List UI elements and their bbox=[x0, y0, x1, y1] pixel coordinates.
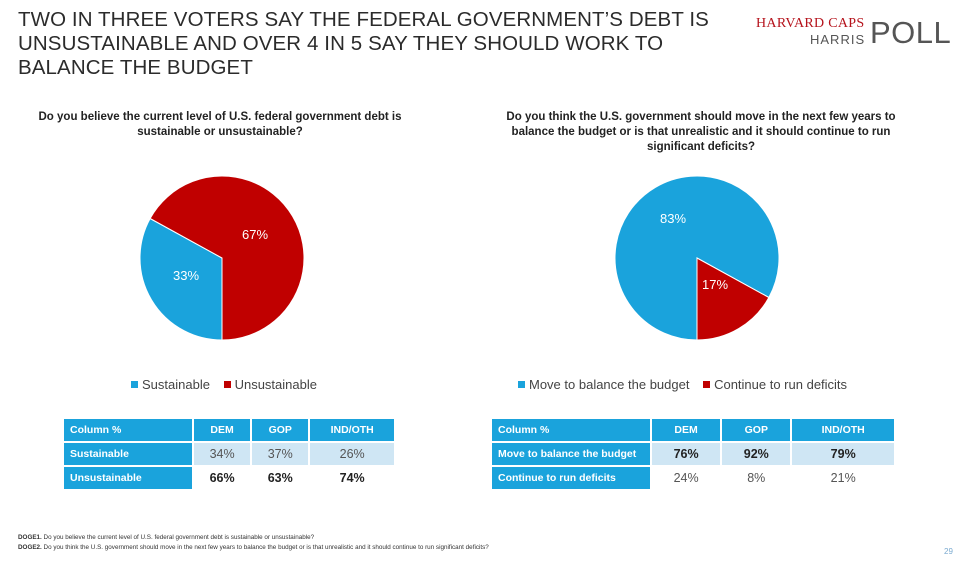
page-number: 29 bbox=[944, 547, 953, 556]
table-cell: 37% bbox=[252, 443, 309, 465]
table-row: Sustainable 34% 37% 26% bbox=[64, 443, 394, 465]
harvard-caps-harris-poll-logo: HARVARD CAPS HARRIS POLL bbox=[752, 14, 952, 54]
table-header-cell: GOP bbox=[722, 419, 791, 441]
chart-1-question: Do you believe the current level of U.S.… bbox=[38, 111, 402, 138]
pie-chart-debt-sustainability: 33% 67% bbox=[139, 175, 305, 341]
pie-data-label: 33% bbox=[173, 268, 199, 283]
table-header-cell: IND/OTH bbox=[310, 419, 394, 441]
table-cell: 8% bbox=[722, 467, 791, 489]
table-row: Continue to run deficits 24% 8% 21% bbox=[492, 467, 894, 489]
table-header-cell: DEM bbox=[652, 419, 721, 441]
legend-item-unsustainable: Unsustainable bbox=[223, 377, 317, 392]
chart-1-legend: Sustainable Unsustainable bbox=[131, 377, 327, 392]
footnote-text: Do you believe the current level of U.S.… bbox=[43, 534, 315, 541]
legend-label: Continue to run deficits bbox=[714, 377, 848, 392]
chart-2-legend: Move to balance the budget Continue to r… bbox=[518, 377, 857, 392]
table-row: Unsustainable 66% 63% 74% bbox=[64, 467, 394, 489]
legend-item-continue-deficits: Continue to run deficits bbox=[703, 377, 847, 392]
table-cell: 24% bbox=[652, 467, 721, 489]
table-header-row: Column % DEM GOP IND/OTH bbox=[64, 419, 394, 441]
logo-line-3: POLL bbox=[870, 15, 952, 50]
row-label: Continue to run deficits bbox=[492, 467, 650, 489]
row-label: Unsustainable bbox=[64, 467, 192, 489]
table-header-cell: Column % bbox=[492, 419, 650, 441]
pie-data-label: 83% bbox=[660, 211, 686, 226]
footnote-doge2: DOGE2. Do you think the U.S. government … bbox=[18, 543, 489, 553]
table-cell: 66% bbox=[194, 467, 251, 489]
table-header-cell: Column % bbox=[64, 419, 192, 441]
legend-label: Unsustainable bbox=[234, 377, 317, 392]
legend-item-sustainable: Sustainable bbox=[131, 377, 210, 392]
footnote-code: DOGE2. bbox=[18, 544, 42, 551]
logo-line-1: HARVARD CAPS bbox=[756, 16, 865, 31]
footnote-code: DOGE1. bbox=[18, 534, 42, 541]
legend-label: Move to balance the budget bbox=[529, 377, 690, 392]
legend-swatch bbox=[223, 381, 231, 388]
crosstab-table-budget: Column % DEM GOP IND/OTH Move to balance… bbox=[490, 417, 896, 491]
table-cell: 21% bbox=[792, 467, 894, 489]
row-label: Move to balance the budget bbox=[492, 443, 650, 465]
table-row: Move to balance the budget 76% 92% 79% bbox=[492, 443, 894, 465]
crosstab-table-debt: Column % DEM GOP IND/OTH Sustainable 34%… bbox=[62, 417, 396, 491]
pie-data-label: 17% bbox=[702, 277, 728, 292]
pie-chart-balance-budget: 83% 17% bbox=[614, 175, 780, 341]
pie-slice-sustainable bbox=[139, 217, 223, 341]
table-cell: 79% bbox=[792, 443, 894, 465]
footnote-doge1: DOGE1. Do you believe the current level … bbox=[18, 533, 489, 543]
legend-swatch bbox=[131, 381, 138, 388]
legend-swatch bbox=[518, 381, 525, 388]
legend-item-move-to-balance: Move to balance the budget bbox=[518, 377, 689, 392]
table-cell: 74% bbox=[310, 467, 394, 489]
table-cell: 26% bbox=[310, 443, 394, 465]
table-cell: 34% bbox=[194, 443, 251, 465]
table-cell: 63% bbox=[252, 467, 309, 489]
page-title: TWO IN THREE VOTERS SAY THE FEDERAL GOVE… bbox=[18, 8, 709, 79]
table-header-row: Column % DEM GOP IND/OTH bbox=[492, 419, 894, 441]
table-header-cell: DEM bbox=[194, 419, 251, 441]
logo-line-2: HARRIS bbox=[810, 32, 866, 47]
pie-data-label: 67% bbox=[242, 227, 268, 242]
legend-swatch bbox=[703, 381, 711, 388]
pie-slice-unsustainable bbox=[149, 175, 305, 341]
pie-slice-continue-to-run-deficits bbox=[696, 257, 770, 341]
table-cell: 76% bbox=[652, 443, 721, 465]
table-cell: 92% bbox=[722, 443, 791, 465]
legend-label: Sustainable bbox=[142, 377, 210, 392]
row-label: Sustainable bbox=[64, 443, 192, 465]
table-header-cell: IND/OTH bbox=[792, 419, 894, 441]
table-header-cell: GOP bbox=[252, 419, 309, 441]
footnotes: DOGE1. Do you believe the current level … bbox=[18, 533, 489, 553]
chart-2-question: Do you think the U.S. government should … bbox=[506, 111, 896, 153]
footnote-text: Do you think the U.S. government should … bbox=[43, 544, 489, 551]
